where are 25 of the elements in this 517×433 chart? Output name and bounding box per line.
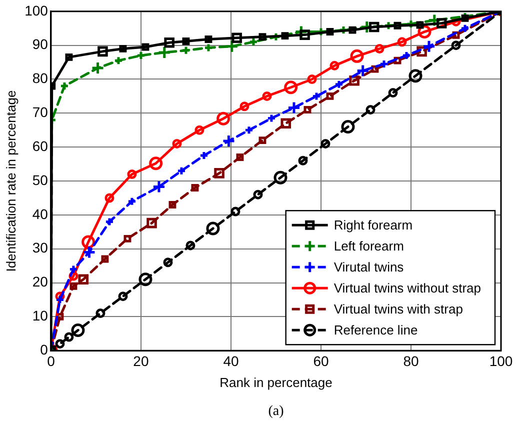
y-tick-label: 100 bbox=[24, 2, 48, 18]
y-tick-label: 30 bbox=[32, 240, 48, 256]
y-tick-label: 10 bbox=[32, 308, 48, 324]
x-tick-label: 60 bbox=[313, 352, 329, 369]
y-tick-label: 80 bbox=[32, 70, 48, 86]
y-tick-label: 90 bbox=[32, 36, 48, 52]
x-tick-label: 20 bbox=[133, 352, 149, 369]
y-tick-label: 60 bbox=[32, 138, 48, 154]
y-tick-label: 20 bbox=[32, 274, 48, 290]
legend-label: Right forearm bbox=[334, 218, 413, 233]
y-tick-label: 40 bbox=[32, 206, 48, 222]
legend-label: Virtual twins without strap bbox=[334, 280, 482, 296]
y-axis-title: Identification rate in percentage bbox=[3, 90, 18, 272]
y-tick-label: 70 bbox=[32, 104, 48, 120]
y-tick-label: 50 bbox=[32, 172, 48, 188]
legend-label: Reference line bbox=[334, 322, 418, 338]
text: (a) bbox=[268, 404, 284, 419]
legend-label: Left forearm bbox=[334, 238, 404, 254]
x-tick-label: 80 bbox=[403, 352, 419, 369]
x-tick-label: 100 bbox=[489, 352, 513, 369]
legend-label: Virutal twins bbox=[334, 260, 404, 275]
x-axis-title: Rank in percentage bbox=[220, 374, 332, 390]
x-tick-label: 40 bbox=[223, 352, 239, 369]
y-tick-label: 0 bbox=[40, 341, 48, 358]
legend-label: Virtual twins with strap bbox=[334, 302, 463, 317]
